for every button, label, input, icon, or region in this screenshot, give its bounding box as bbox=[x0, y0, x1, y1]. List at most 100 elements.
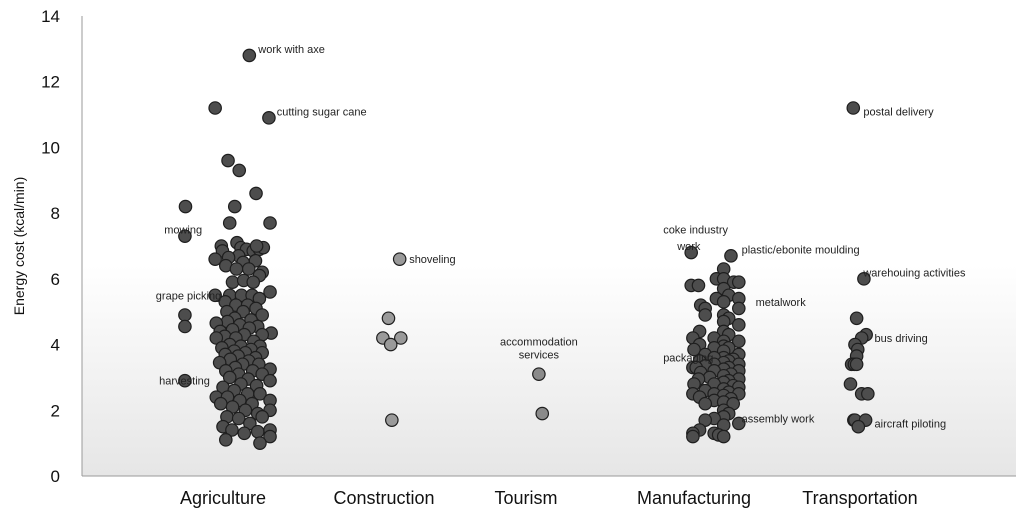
data-point bbox=[178, 319, 192, 334]
data-point bbox=[178, 199, 193, 214]
annotation-label: grape picking bbox=[156, 290, 221, 302]
data-point bbox=[532, 367, 546, 381]
annotation-label: cutting sugar cane bbox=[277, 106, 367, 118]
data-point bbox=[849, 311, 864, 326]
category-label: Manufacturing bbox=[637, 488, 751, 508]
data-point bbox=[208, 252, 222, 266]
data-point bbox=[381, 311, 396, 326]
data-point bbox=[250, 424, 265, 439]
data-point bbox=[208, 288, 222, 303]
y-tick-label: 8 bbox=[51, 204, 60, 223]
data-point bbox=[393, 331, 408, 345]
annotation-label: metalwork bbox=[756, 297, 807, 309]
annotation-label: packaging bbox=[663, 353, 713, 365]
data-point bbox=[253, 436, 267, 450]
data-point bbox=[219, 433, 233, 447]
data-point bbox=[231, 411, 246, 426]
data-point bbox=[724, 249, 738, 263]
data-point bbox=[249, 186, 263, 201]
data-point bbox=[731, 318, 746, 332]
data-point bbox=[857, 272, 871, 286]
data-point bbox=[849, 357, 864, 372]
data-point bbox=[225, 275, 240, 289]
data-point bbox=[698, 308, 712, 322]
data-point bbox=[222, 216, 237, 230]
data-point bbox=[255, 308, 269, 322]
data-point bbox=[262, 111, 276, 125]
data-point bbox=[263, 216, 277, 230]
data-point bbox=[731, 416, 746, 431]
annotation-label: harvesting bbox=[159, 376, 210, 388]
annotation-label: coke industry bbox=[663, 225, 728, 237]
category-label: Agriculture bbox=[180, 488, 266, 508]
data-point bbox=[255, 410, 269, 424]
data-point bbox=[846, 101, 861, 115]
data-point bbox=[731, 275, 746, 289]
data-point bbox=[178, 308, 192, 322]
annotation-label: mowing bbox=[164, 225, 202, 237]
annotation-label: warehouing activities bbox=[862, 267, 966, 279]
data-point bbox=[241, 262, 256, 276]
data-point bbox=[263, 285, 277, 299]
data-point bbox=[691, 278, 706, 293]
y-tick-label: 4 bbox=[51, 336, 60, 355]
y-tick-label: 10 bbox=[41, 138, 60, 157]
data-point bbox=[843, 377, 858, 391]
annotation-label: plastic/ebonite moulding bbox=[742, 244, 860, 256]
annotation-label: work with axe bbox=[257, 44, 325, 56]
data-points bbox=[178, 48, 875, 450]
annotation-label: assembly work bbox=[742, 414, 815, 426]
y-tick-label: 2 bbox=[51, 401, 60, 420]
data-point bbox=[232, 163, 247, 178]
annotation-label: postal delivery bbox=[863, 106, 934, 118]
data-point bbox=[249, 239, 264, 253]
data-point bbox=[383, 337, 398, 352]
data-point bbox=[731, 334, 746, 349]
annotation-label: work bbox=[676, 241, 701, 253]
data-point bbox=[178, 373, 192, 388]
category-label: Tourism bbox=[494, 488, 557, 508]
data-point bbox=[731, 301, 746, 316]
data-point bbox=[716, 429, 731, 444]
data-point bbox=[213, 396, 228, 411]
annotation-label: shoveling bbox=[409, 254, 455, 266]
data-point bbox=[178, 229, 192, 243]
data-point bbox=[684, 245, 698, 260]
data-point bbox=[687, 342, 701, 357]
data-point bbox=[385, 413, 399, 427]
y-tick-label: 14 bbox=[41, 7, 60, 26]
data-point bbox=[716, 295, 731, 309]
annotation-label: aircraft piloting bbox=[875, 418, 947, 430]
annotation-label: services bbox=[519, 349, 560, 361]
data-point bbox=[221, 153, 235, 168]
data-point bbox=[242, 48, 257, 63]
data-point bbox=[227, 199, 242, 214]
category-label: Transportation bbox=[802, 488, 917, 508]
category-label: Construction bbox=[333, 488, 434, 508]
data-point bbox=[686, 429, 700, 444]
y-tick-label: 6 bbox=[51, 270, 60, 289]
y-tick-label: 0 bbox=[51, 467, 60, 486]
y-axis-title: Energy cost (kcal/min) bbox=[11, 177, 27, 315]
data-point bbox=[246, 275, 261, 289]
category-labels: Agriculture Construction Tourism Manufactur… bbox=[180, 488, 918, 508]
data-point bbox=[861, 387, 875, 401]
data-point bbox=[225, 423, 239, 437]
y-ticks: 0 2 4 6 8 10 12 14 bbox=[41, 7, 60, 486]
data-point bbox=[535, 406, 550, 421]
data-point bbox=[392, 252, 407, 266]
data-point bbox=[222, 370, 237, 385]
data-point bbox=[263, 373, 277, 388]
data-point bbox=[263, 429, 277, 444]
data-point bbox=[253, 387, 267, 401]
y-tick-label: 12 bbox=[41, 73, 60, 92]
annotation-label: accommodation bbox=[500, 336, 578, 348]
data-point bbox=[851, 419, 866, 434]
data-point bbox=[237, 426, 252, 441]
data-point bbox=[229, 262, 244, 276]
annotation-label: bus driving bbox=[875, 333, 928, 345]
data-point bbox=[208, 101, 222, 115]
data-point bbox=[698, 396, 712, 411]
annotations: work with axe cutting sugar cane mowing gra… bbox=[156, 44, 966, 431]
